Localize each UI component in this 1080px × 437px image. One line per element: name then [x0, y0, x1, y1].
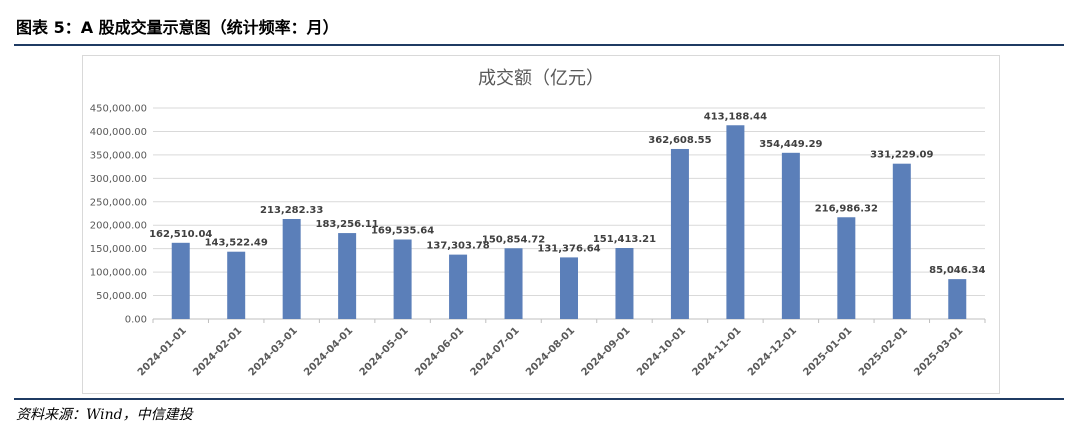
- x-tick-label: 2025-03-01: [912, 325, 965, 378]
- bar: [892, 163, 911, 319]
- bar: [781, 152, 800, 319]
- bar: [449, 254, 468, 319]
- x-tick-label: 2025-02-01: [857, 325, 910, 378]
- x-tick-label: 2024-07-01: [469, 325, 522, 378]
- bar: [227, 251, 246, 319]
- chart-title: 成交额（亿元）: [478, 68, 604, 89]
- y-tick-label: 50,000.00: [96, 291, 147, 302]
- y-tick-label: 300,000.00: [90, 174, 147, 185]
- y-tick-label: 350,000.00: [90, 150, 147, 161]
- bar-chart: 成交额（亿元） 0.00 50,000.00 100,000.00 150,000.0…: [90, 68, 986, 378]
- data-label: 131,376.64: [537, 243, 600, 254]
- bar: [837, 217, 856, 319]
- data-label: 354,449.29: [759, 139, 822, 150]
- source-note: 资料来源：Wind，中信建投: [16, 407, 193, 423]
- bottom-rule: [14, 398, 1064, 400]
- y-tick-label: 150,000.00: [90, 244, 147, 255]
- data-label: 151,413.21: [593, 234, 656, 245]
- x-tick-label: 2024-10-01: [635, 325, 688, 378]
- y-tick-label: 0.00: [125, 315, 147, 326]
- x-tick-label: 2024-06-01: [413, 325, 466, 378]
- x-tick-label: 2024-08-01: [524, 325, 577, 378]
- chart-frame: 成交额（亿元） 0.00 50,000.00 100,000.00 150,000.0…: [82, 55, 1000, 394]
- data-label: 413,188.44: [704, 111, 767, 122]
- bar: [338, 233, 357, 319]
- y-tick-label: 400,000.00: [90, 127, 147, 138]
- y-tick-label: 250,000.00: [90, 197, 147, 208]
- data-label: 362,608.55: [648, 135, 711, 146]
- data-label: 216,986.32: [815, 203, 878, 214]
- data-label: 150,854.72: [482, 234, 545, 245]
- y-tick-label: 200,000.00: [90, 221, 147, 232]
- data-label: 137,303.78: [426, 241, 489, 252]
- x-tick-label: 2024-03-01: [247, 325, 300, 378]
- data-label: 143,522.49: [205, 238, 268, 249]
- bar: [282, 218, 301, 319]
- x-tick-label: 2024-11-01: [691, 325, 744, 378]
- bar: [560, 257, 578, 319]
- x-tick-label: 2024-09-01: [580, 325, 633, 378]
- bar: [171, 242, 190, 319]
- x-tick-label: 2024-04-01: [302, 325, 355, 378]
- bar: [726, 125, 745, 319]
- data-label: 331,229.09: [870, 150, 933, 161]
- data-label: 162,510.04: [149, 229, 212, 240]
- data-label: 183,256.11: [316, 219, 379, 230]
- x-tick-label: 2024-02-01: [191, 325, 244, 378]
- data-label: 213,282.33: [260, 205, 323, 216]
- x-tick-label: 2025-01-01: [801, 325, 854, 378]
- data-label: 169,535.64: [371, 226, 434, 237]
- bar: [393, 239, 412, 319]
- x-tick-label: 2024-12-01: [746, 325, 799, 378]
- bar: [670, 148, 689, 319]
- top-rule: [14, 44, 1064, 46]
- bar: [615, 248, 634, 319]
- x-tick-label: 2024-05-01: [358, 325, 411, 378]
- bar: [504, 248, 523, 319]
- y-tick-label: 450,000.00: [90, 104, 147, 115]
- figure-caption: 图表 5：A 股成交量示意图（统计频率：月）: [16, 18, 339, 37]
- x-tick-label: 2024-01-01: [136, 325, 189, 378]
- bar: [948, 279, 967, 319]
- y-tick-label: 100,000.00: [90, 268, 147, 279]
- data-label: 85,046.34: [929, 265, 985, 276]
